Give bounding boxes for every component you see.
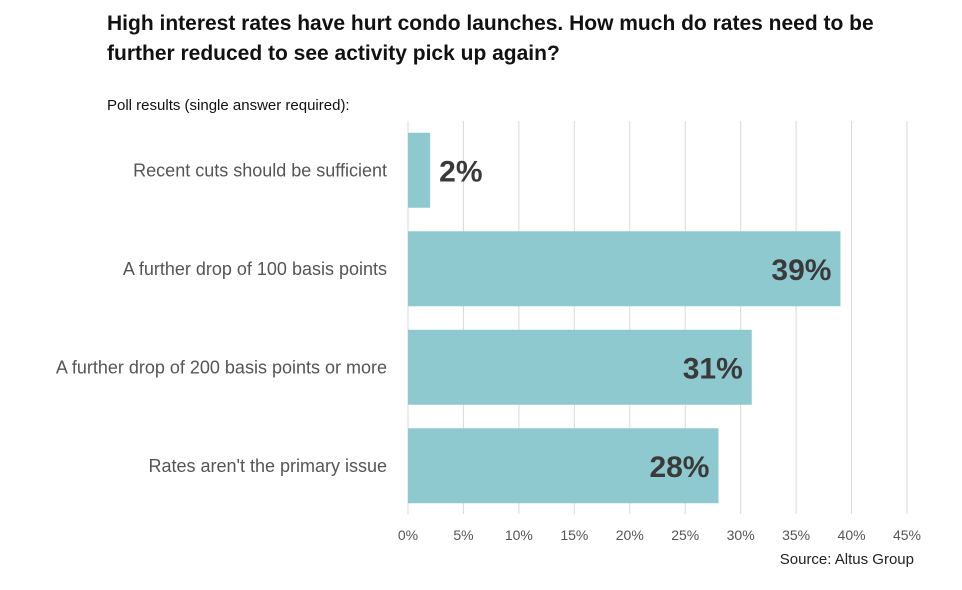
x-tick-label: 30% xyxy=(727,527,755,543)
value-label: 2% xyxy=(439,155,482,188)
bar xyxy=(408,329,752,405)
value-label: 39% xyxy=(771,254,831,287)
x-tick-labels: 0% 5% 10% 15% 20% 25% 30% 35% 40% 45% xyxy=(398,527,921,543)
value-label: 28% xyxy=(649,451,709,484)
category-label: A further drop of 200 basis points or mo… xyxy=(56,357,387,377)
category-label: Recent cuts should be sufficient xyxy=(133,160,387,180)
bar xyxy=(408,231,841,307)
category-label: A further drop of 100 basis points xyxy=(123,259,387,279)
bar xyxy=(408,132,431,208)
value-labels: 2% 39% 31% 28% xyxy=(439,155,831,484)
source-note: Source: Altus Group xyxy=(779,551,914,568)
x-tick-label: 10% xyxy=(505,527,533,543)
x-tick-label: 35% xyxy=(782,527,810,543)
x-tick-label: 25% xyxy=(671,527,699,543)
category-labels: Recent cuts should be sufficient A furthe… xyxy=(56,160,387,476)
value-label: 31% xyxy=(683,352,743,385)
bars xyxy=(408,132,841,504)
bar xyxy=(408,428,719,504)
chart-subtitle: Poll results (single answer required): xyxy=(107,97,350,114)
x-tick-label: 40% xyxy=(838,527,866,543)
x-tick-label: 45% xyxy=(893,527,921,543)
x-tick-label: 20% xyxy=(616,527,644,543)
x-tick-label: 15% xyxy=(560,527,588,543)
x-tick-label: 5% xyxy=(453,527,473,543)
chart-title: High interest rates have hurt condo laun… xyxy=(107,12,874,65)
x-tick-label: 0% xyxy=(398,527,418,543)
category-label: Rates aren't the primary issue xyxy=(148,456,387,476)
